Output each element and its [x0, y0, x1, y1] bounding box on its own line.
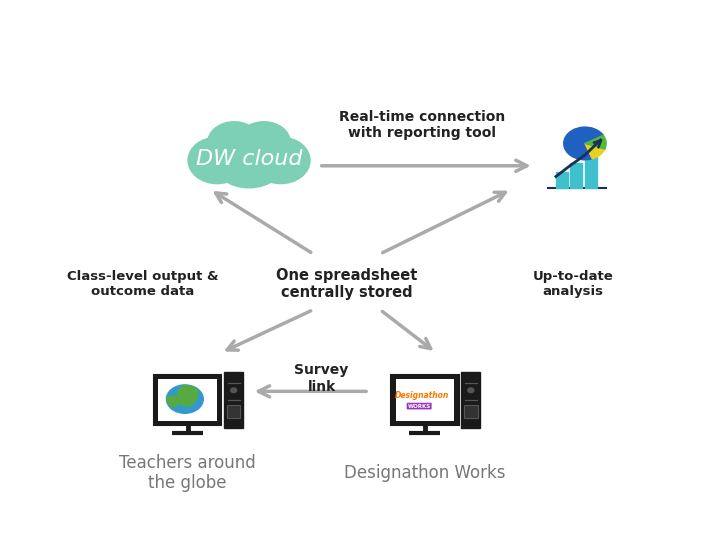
FancyBboxPatch shape — [391, 375, 459, 425]
Circle shape — [166, 385, 203, 413]
Bar — [556, 172, 568, 188]
FancyBboxPatch shape — [462, 372, 480, 427]
Bar — [196, 156, 302, 174]
Text: Real-time connection
with reporting tool: Real-time connection with reporting tool — [339, 110, 505, 140]
Bar — [585, 156, 597, 188]
Text: Teachers around
the globe: Teachers around the globe — [120, 454, 256, 492]
Ellipse shape — [211, 127, 287, 188]
Wedge shape — [585, 143, 605, 159]
Ellipse shape — [207, 122, 261, 163]
Bar — [570, 163, 582, 188]
FancyBboxPatch shape — [227, 405, 240, 417]
Text: DW cloud: DW cloud — [196, 150, 302, 169]
Wedge shape — [585, 135, 606, 149]
Ellipse shape — [252, 137, 310, 184]
Ellipse shape — [188, 137, 246, 184]
Text: Class-level output &
outcome data: Class-level output & outcome data — [67, 270, 219, 298]
Ellipse shape — [238, 122, 290, 163]
FancyBboxPatch shape — [158, 379, 217, 421]
Text: WORKS: WORKS — [408, 403, 431, 408]
Circle shape — [468, 388, 474, 393]
FancyBboxPatch shape — [224, 372, 243, 427]
Text: Survey
link: Survey link — [294, 363, 348, 393]
Text: Up-to-date
analysis: Up-to-date analysis — [532, 270, 613, 298]
Text: Designathon: Designathon — [395, 391, 449, 400]
FancyBboxPatch shape — [154, 375, 222, 425]
FancyBboxPatch shape — [464, 405, 477, 417]
Circle shape — [230, 388, 237, 393]
Text: Designathon Works: Designathon Works — [344, 464, 505, 482]
Ellipse shape — [167, 396, 179, 407]
Ellipse shape — [177, 383, 198, 406]
Wedge shape — [564, 127, 603, 160]
FancyBboxPatch shape — [395, 379, 454, 421]
Text: One spreadsheet
centrally stored: One spreadsheet centrally stored — [276, 268, 418, 300]
